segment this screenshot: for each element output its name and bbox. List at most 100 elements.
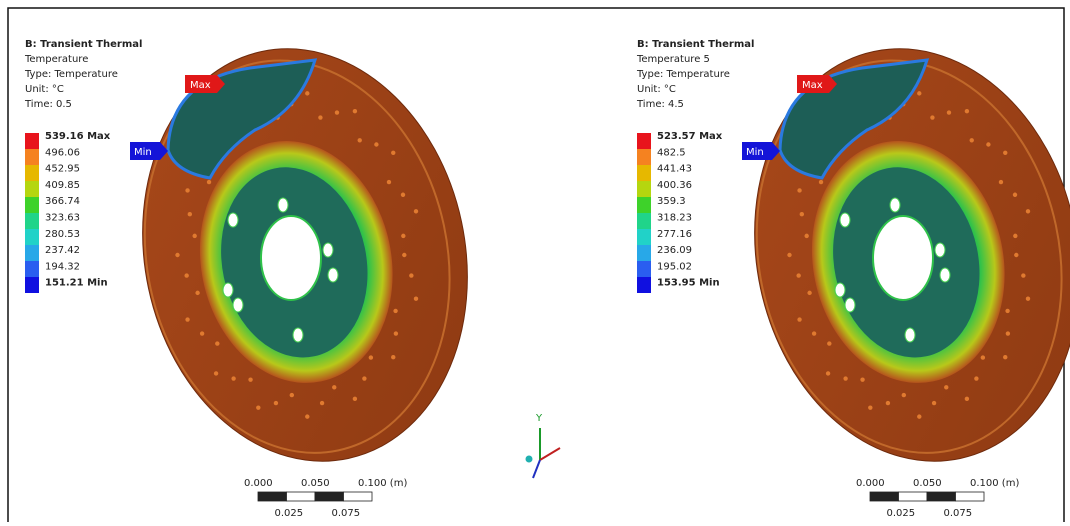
drill-hole (207, 180, 211, 184)
legend-label: 441.43 (657, 164, 692, 175)
drill-hole (1014, 253, 1018, 257)
legend-swatch (25, 149, 39, 165)
legend-swatch (25, 213, 39, 229)
scale-segment (927, 492, 956, 501)
scale-label: 0.075 (332, 508, 361, 519)
drill-hole (843, 376, 847, 380)
bolt-hole (935, 243, 945, 257)
result-info: Temperature 5 (636, 54, 710, 65)
bolt-hole (223, 283, 233, 297)
result-info: Unit: °C (25, 84, 64, 95)
legend-label: 195.02 (657, 261, 692, 272)
drill-hole (401, 234, 405, 238)
drill-hole (965, 109, 969, 113)
scale-segment (956, 492, 985, 501)
drill-hole (175, 253, 179, 257)
scale-label: 0.075 (944, 508, 973, 519)
bolt-hole (940, 268, 950, 282)
legend-label: 496.06 (45, 147, 80, 158)
drill-hole (868, 405, 872, 409)
scale-segment (870, 492, 899, 501)
bolt-hole (905, 328, 915, 342)
drill-hole (231, 376, 235, 380)
drill-hole (819, 180, 823, 184)
drill-hole (970, 138, 974, 142)
result-info: Unit: °C (637, 84, 676, 95)
drill-hole (965, 397, 969, 401)
drill-hole (999, 180, 1003, 184)
legend-label: 452.95 (45, 164, 80, 175)
legend-swatch (25, 197, 39, 213)
scale-segment (899, 492, 928, 501)
bolt-hole (293, 328, 303, 342)
drill-hole (402, 253, 406, 257)
min-tag: Min (746, 147, 764, 158)
drill-hole (860, 377, 864, 381)
drill-hole (401, 193, 405, 197)
bolt-hole (323, 243, 333, 257)
drill-hole (192, 234, 196, 238)
drill-hole (305, 414, 309, 418)
max-tag: Max (802, 80, 823, 91)
scale-label: 0.050 (913, 478, 942, 489)
max-tag: Max (190, 80, 211, 91)
result-info: Time: 4.5 (636, 99, 684, 110)
drill-hole (320, 401, 324, 405)
drill-hole (214, 371, 218, 375)
drill-hole (305, 91, 309, 95)
legend-swatch (25, 133, 39, 149)
legend-swatch (25, 181, 39, 197)
drill-hole (1026, 297, 1030, 301)
triad-z-axis (533, 460, 540, 478)
result-title: B: Transient Thermal (25, 39, 142, 50)
bolt-hole (835, 283, 845, 297)
legend-label: 523.57 Max (657, 131, 723, 142)
drill-hole (826, 371, 830, 375)
drill-hole (944, 385, 948, 389)
drill-hole (917, 91, 921, 95)
legend-label: 323.63 (45, 213, 80, 224)
drill-hole (796, 273, 800, 277)
drill-hole (248, 377, 252, 381)
scale-label: 0.000 (856, 478, 885, 489)
drill-hole (917, 414, 921, 418)
scale-label: 0.025 (275, 508, 304, 519)
legend-swatch (637, 181, 651, 197)
legend-swatch (637, 261, 651, 277)
legend-swatch (25, 277, 39, 293)
drill-hole (827, 341, 831, 345)
triad-origin (526, 456, 533, 463)
legend-swatch (637, 149, 651, 165)
legend-label: 318.23 (657, 213, 692, 224)
drill-hole (1003, 355, 1007, 359)
drill-hole (1006, 331, 1010, 335)
drill-hole (1005, 309, 1009, 313)
drill-hole (332, 385, 336, 389)
drill-hole (256, 405, 260, 409)
drill-hole (188, 212, 192, 216)
legend-swatch (25, 261, 39, 277)
bolt-hole (228, 213, 238, 227)
drill-hole (200, 331, 204, 335)
bolt-hole (840, 213, 850, 227)
drill-hole (981, 355, 985, 359)
drill-hole (1013, 193, 1017, 197)
drill-hole (1013, 234, 1017, 238)
legend-swatch (637, 245, 651, 261)
legend-swatch (637, 213, 651, 229)
result-info: Type: Temperature (24, 69, 118, 80)
drill-hole (195, 291, 199, 295)
legend-swatch (637, 133, 651, 149)
triad-y-label: Y (535, 413, 543, 424)
center-bore (261, 216, 321, 300)
drill-hole (947, 110, 951, 114)
drill-hole (1021, 273, 1025, 277)
drill-hole (409, 273, 413, 277)
result-title: B: Transient Thermal (637, 39, 754, 50)
drill-hole (787, 253, 791, 257)
scale-label: 0.000 (244, 478, 273, 489)
legend-label: 237.42 (45, 245, 80, 256)
drill-hole (974, 376, 978, 380)
legend-label: 277.16 (657, 229, 692, 240)
